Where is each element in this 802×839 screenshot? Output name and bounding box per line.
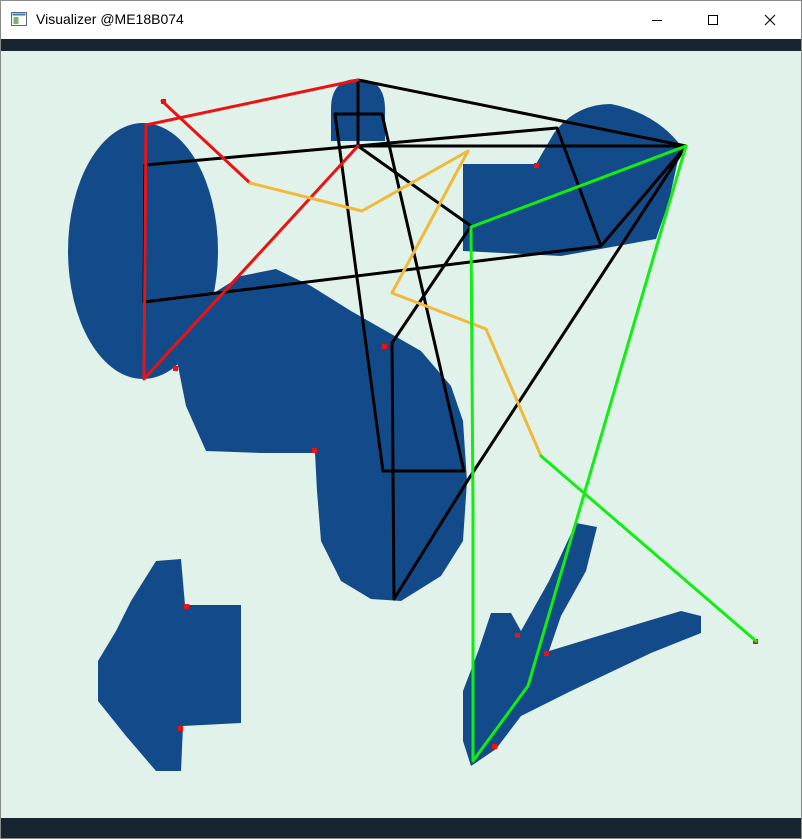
marker [382, 344, 387, 349]
marker [178, 726, 183, 731]
red-path [142, 78, 360, 381]
red-path-line [142, 78, 360, 381]
close-button[interactable] [747, 1, 793, 39]
scene-svg [68, 78, 758, 771]
marker [173, 366, 178, 371]
obstacle-arrow-shape [98, 559, 241, 771]
canvas-top-bar [1, 39, 801, 51]
marker [312, 448, 317, 453]
obstacle-top-right-block [463, 104, 681, 256]
visualizer-canvas[interactable] [1, 51, 801, 818]
marker [515, 633, 520, 638]
marker [544, 651, 549, 656]
window-title: Visualizer @ME18B074 [36, 11, 184, 27]
marker [534, 163, 539, 168]
obstacle-v-shape [463, 523, 701, 766]
maximize-button[interactable] [690, 1, 736, 39]
marker [184, 604, 189, 609]
maximize-icon [708, 15, 718, 25]
obstacles [68, 79, 701, 771]
green-path-line [539, 454, 758, 643]
black-edge [333, 112, 466, 473]
green-path [469, 144, 758, 763]
canvas-bottom-bar [1, 818, 801, 838]
green-path-line [469, 144, 688, 763]
app-window-icon [11, 12, 27, 26]
minimize-icon [652, 20, 662, 21]
title-bar[interactable]: Visualizer @ME18B074 [1, 1, 801, 39]
yellow-path [248, 149, 543, 458]
minimize-button[interactable] [634, 1, 680, 39]
marker [492, 744, 497, 749]
close-icon [764, 14, 776, 26]
red-path-line [160, 99, 252, 185]
markers [161, 99, 758, 749]
